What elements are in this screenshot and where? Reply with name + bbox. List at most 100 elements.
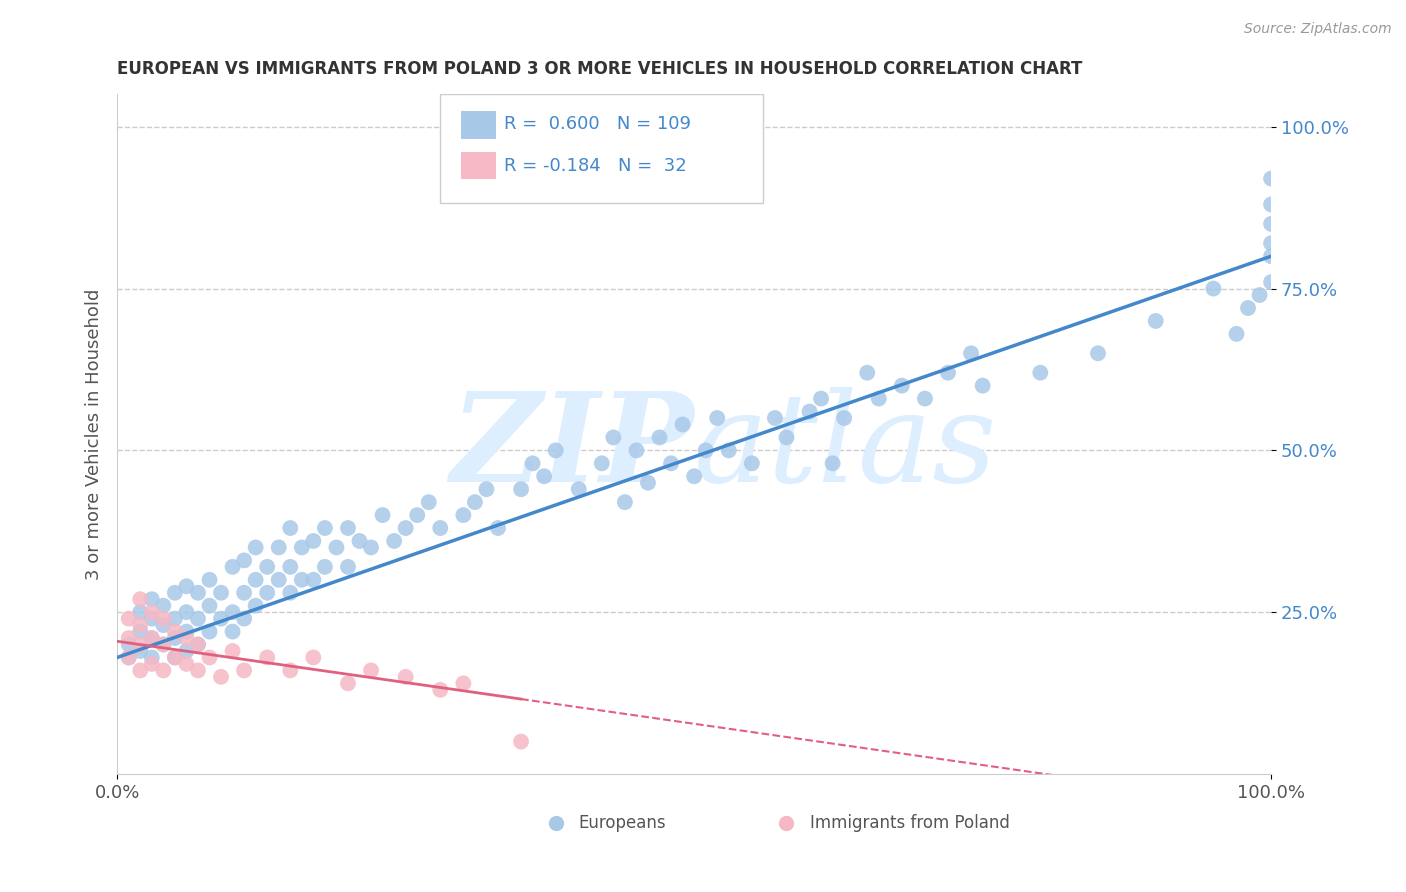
Point bbox=[336, 676, 359, 690]
Point bbox=[395, 670, 418, 684]
Point bbox=[821, 456, 844, 470]
Point bbox=[129, 644, 152, 658]
Point bbox=[118, 638, 141, 652]
Point bbox=[118, 612, 141, 626]
Point bbox=[176, 579, 198, 593]
Point bbox=[141, 612, 163, 626]
Point bbox=[1260, 275, 1282, 289]
Point bbox=[717, 443, 740, 458]
Point bbox=[256, 586, 278, 600]
Text: Europeans: Europeans bbox=[579, 814, 666, 832]
Point bbox=[152, 618, 174, 632]
Point bbox=[406, 508, 429, 522]
Y-axis label: 3 or more Vehicles in Household: 3 or more Vehicles in Household bbox=[86, 288, 103, 580]
Point bbox=[176, 605, 198, 619]
Point bbox=[706, 411, 728, 425]
Point bbox=[1260, 249, 1282, 263]
Point bbox=[141, 592, 163, 607]
Point bbox=[187, 638, 209, 652]
Point bbox=[659, 456, 682, 470]
Point bbox=[568, 482, 591, 496]
Point bbox=[278, 559, 301, 574]
FancyBboxPatch shape bbox=[461, 153, 496, 179]
Point bbox=[314, 521, 336, 535]
Point bbox=[256, 559, 278, 574]
Point bbox=[129, 618, 152, 632]
Point bbox=[349, 533, 371, 548]
Point bbox=[302, 650, 325, 665]
Point bbox=[221, 559, 243, 574]
Point bbox=[637, 475, 659, 490]
Point bbox=[152, 638, 174, 652]
Point bbox=[163, 650, 186, 665]
Point bbox=[141, 605, 163, 619]
Point bbox=[233, 612, 256, 626]
Point bbox=[868, 392, 890, 406]
Point bbox=[302, 533, 325, 548]
Point bbox=[418, 495, 440, 509]
Point bbox=[453, 508, 475, 522]
Point bbox=[464, 495, 486, 509]
Point bbox=[314, 559, 336, 574]
Point bbox=[1249, 288, 1271, 302]
Point bbox=[522, 456, 544, 470]
Point bbox=[198, 599, 221, 613]
Text: ZIP: ZIP bbox=[450, 387, 695, 508]
Point bbox=[198, 573, 221, 587]
Point bbox=[141, 631, 163, 645]
Point bbox=[1202, 282, 1225, 296]
Point bbox=[209, 612, 232, 626]
Point bbox=[129, 624, 152, 639]
Point bbox=[152, 664, 174, 678]
Point bbox=[187, 664, 209, 678]
Point bbox=[1260, 171, 1282, 186]
Point bbox=[763, 411, 786, 425]
Point bbox=[626, 443, 648, 458]
Point bbox=[775, 430, 797, 444]
Point bbox=[486, 521, 509, 535]
Point bbox=[832, 411, 855, 425]
Point bbox=[475, 482, 498, 496]
Point bbox=[278, 586, 301, 600]
Point bbox=[972, 378, 994, 392]
Point bbox=[1029, 366, 1052, 380]
Point bbox=[533, 469, 555, 483]
Point bbox=[187, 638, 209, 652]
Point bbox=[221, 605, 243, 619]
Point bbox=[176, 624, 198, 639]
Point bbox=[209, 586, 232, 600]
Point bbox=[163, 586, 186, 600]
Point bbox=[360, 664, 382, 678]
Point bbox=[810, 392, 832, 406]
Point bbox=[544, 814, 567, 828]
Text: Immigrants from Poland: Immigrants from Poland bbox=[810, 814, 1010, 832]
Point bbox=[1237, 301, 1260, 315]
Point bbox=[695, 443, 717, 458]
Text: EUROPEAN VS IMMIGRANTS FROM POLAND 3 OR MORE VEHICLES IN HOUSEHOLD CORRELATION C: EUROPEAN VS IMMIGRANTS FROM POLAND 3 OR … bbox=[117, 60, 1083, 78]
Point bbox=[245, 573, 267, 587]
Point bbox=[198, 624, 221, 639]
Point bbox=[683, 469, 706, 483]
Point bbox=[233, 586, 256, 600]
Point bbox=[118, 650, 141, 665]
Point bbox=[221, 624, 243, 639]
Point bbox=[1225, 326, 1247, 341]
Point bbox=[209, 670, 232, 684]
Point bbox=[775, 814, 797, 828]
Point bbox=[856, 366, 879, 380]
Point bbox=[510, 734, 533, 748]
Point bbox=[1144, 314, 1167, 328]
Text: R = -0.184   N =  32: R = -0.184 N = 32 bbox=[503, 157, 686, 175]
Point bbox=[141, 657, 163, 671]
Point bbox=[129, 592, 152, 607]
Point bbox=[291, 541, 314, 555]
Point bbox=[591, 456, 613, 470]
Point bbox=[648, 430, 671, 444]
Point bbox=[163, 650, 186, 665]
Point bbox=[245, 541, 267, 555]
Point bbox=[267, 573, 290, 587]
Point bbox=[141, 631, 163, 645]
Point bbox=[602, 430, 624, 444]
Text: R =  0.600   N = 109: R = 0.600 N = 109 bbox=[503, 115, 690, 133]
Point bbox=[221, 644, 243, 658]
